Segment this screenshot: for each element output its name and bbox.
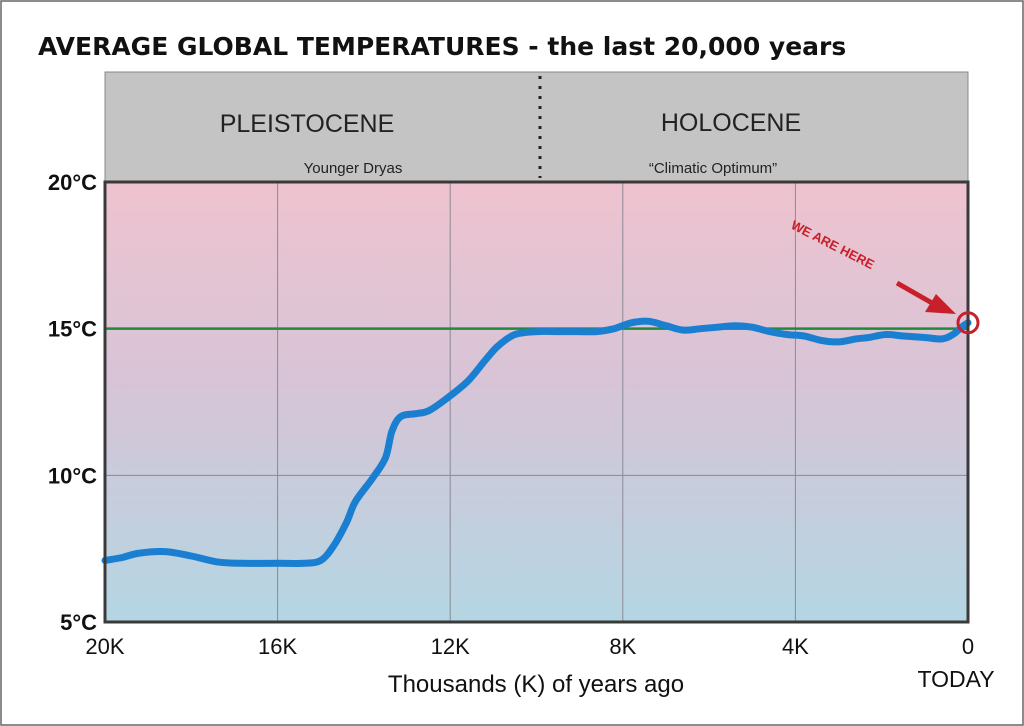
we-are-here-arrow bbox=[895, 280, 934, 306]
today-marker-circle bbox=[956, 311, 980, 335]
we-are-here-arrowhead bbox=[925, 294, 956, 314]
era-note-climatic-optimum: “Climatic Optimum” bbox=[649, 160, 777, 177]
temperature-series-line bbox=[101, 317, 972, 568]
y-tick-label-3: 20°C bbox=[48, 170, 97, 195]
x-tick-label-0: 20K bbox=[85, 634, 124, 659]
x-axis-label: Thousands (K) of years ago bbox=[388, 671, 684, 698]
x-tick-label-4: 4K bbox=[782, 634, 809, 659]
x-tick-label-3: 8K bbox=[609, 634, 636, 659]
y-tick-label-1: 10°C bbox=[48, 463, 97, 488]
era-note-younger-dryas: Younger Dryas bbox=[304, 160, 403, 177]
x-axis-ticks: 20K 16K 12K 8K 4K 0 bbox=[85, 634, 974, 659]
chart-title: AVERAGE GLOBAL TEMPERATURES - the last 2… bbox=[38, 32, 846, 61]
plot-background bbox=[105, 182, 968, 622]
x-tick-label-1: 16K bbox=[258, 634, 297, 659]
era-label-holocene: HOLOCENE bbox=[661, 109, 801, 137]
era-label-pleistocene: PLEISTOCENE bbox=[220, 110, 395, 138]
x-axis-end-label: TODAY bbox=[917, 666, 994, 692]
y-tick-label-0: 5°C bbox=[60, 610, 97, 635]
x-tick-label-5: 0 bbox=[962, 634, 974, 659]
y-axis-ticks: 5°C 10°C 15°C 20°C bbox=[48, 170, 97, 635]
era-header-band bbox=[104, 71, 969, 183]
y-tick-label-2: 15°C bbox=[48, 317, 97, 342]
plot-border bbox=[103, 180, 970, 624]
x-tick-label-2: 12K bbox=[431, 634, 470, 659]
